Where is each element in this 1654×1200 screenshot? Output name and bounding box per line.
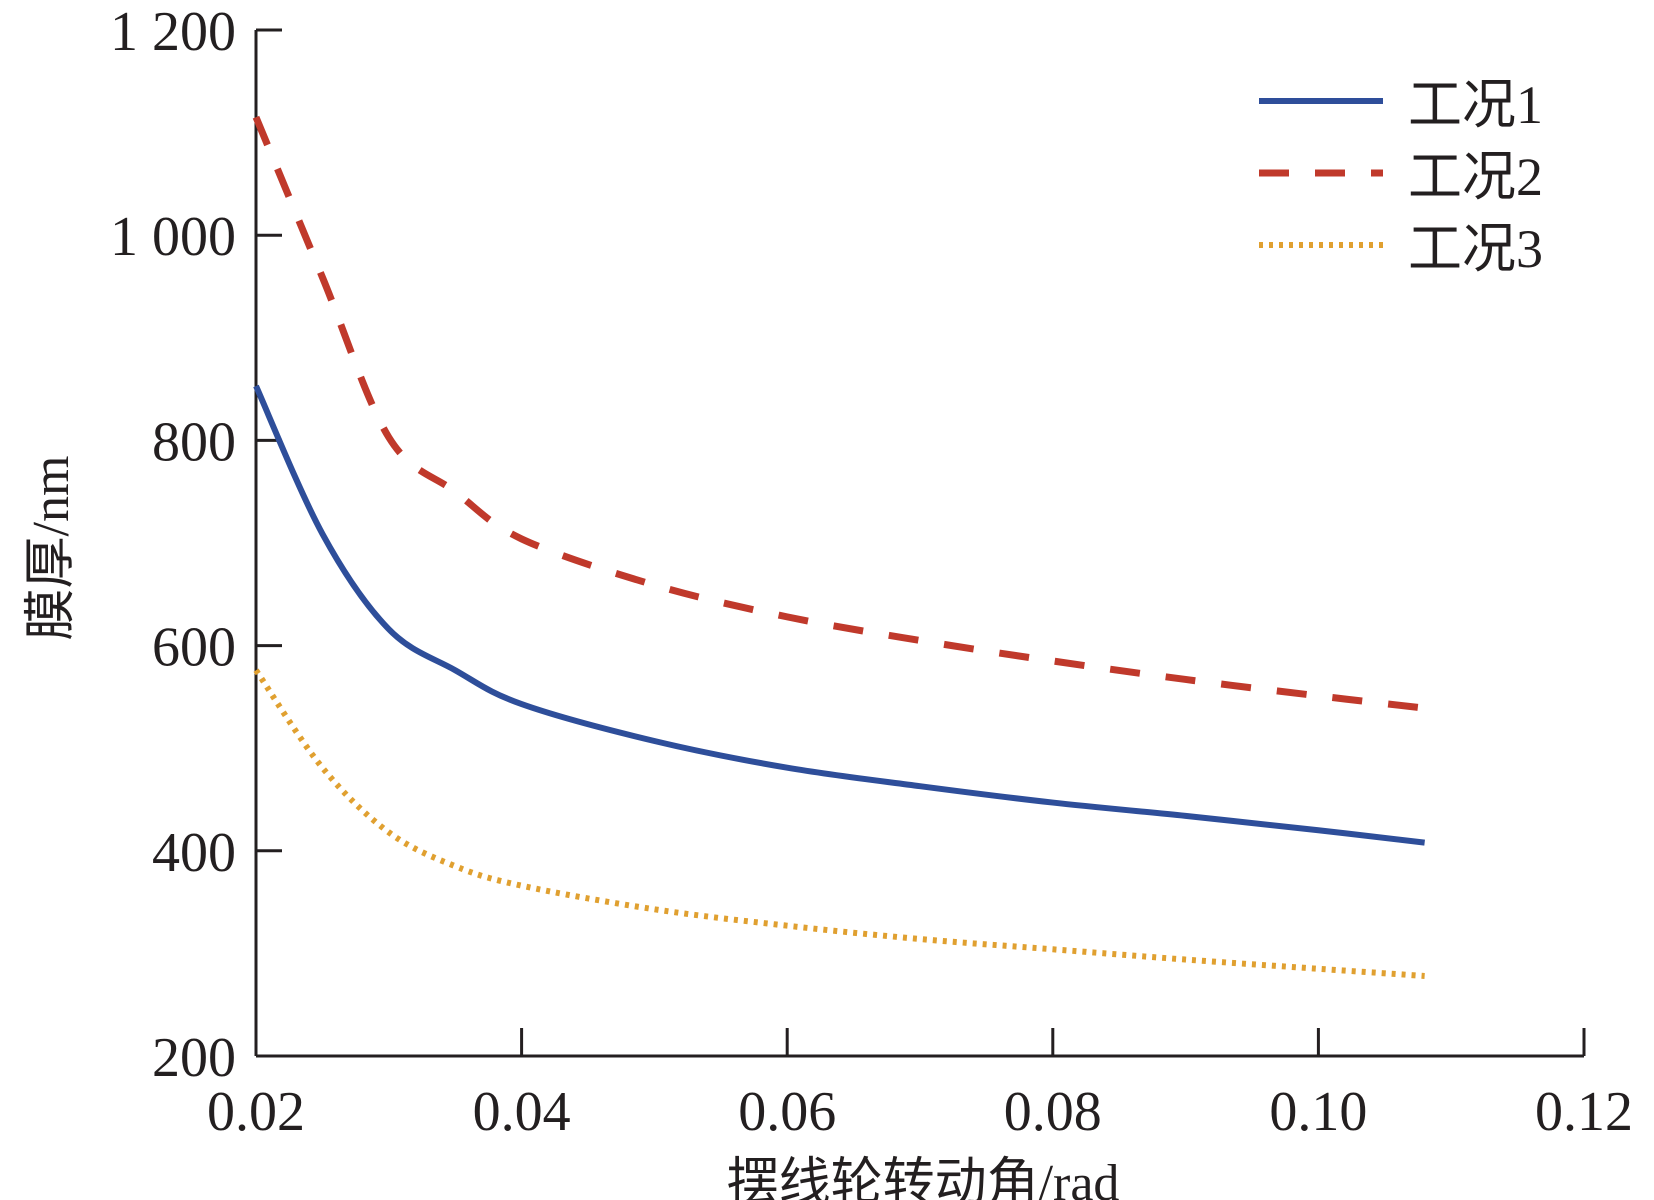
y-tick-label: 1 200 [110,1,236,63]
x-tick-label: 0.08 [1004,1081,1102,1143]
legend-label-2: 工况2 [1408,147,1543,207]
series-group [252,115,1426,979]
y-axis-label: 膜厚/nm [23,456,80,641]
legend: 工况1 工况2 工况3 [1259,75,1543,279]
series-line-3 [253,668,1425,979]
y-tick-label: 400 [152,822,236,884]
axes: 0.02 0.04 0.06 0.08 0.10 0.12 200 400 600 800 1 00… [110,1,1633,1143]
series-line-1 [253,384,1425,846]
x-axis-label: 摆线轮转动角/rad [727,1155,1120,1200]
x-tick-label: 0.04 [473,1081,571,1143]
x-tick-label: 0.12 [1535,1081,1633,1143]
legend-label-3: 工况3 [1408,219,1543,279]
y-tick-label: 1 000 [110,206,236,268]
x-tick-label: 0.10 [1269,1081,1367,1143]
y-tick-label: 600 [152,617,236,679]
legend-label-1: 工况1 [1408,75,1543,135]
series-line-2 [252,115,1426,712]
x-tick-label: 0.06 [738,1081,836,1143]
y-tick-label: 800 [152,411,236,473]
x-tick-label: 0.02 [207,1081,305,1143]
y-tick-label: 200 [152,1027,236,1089]
